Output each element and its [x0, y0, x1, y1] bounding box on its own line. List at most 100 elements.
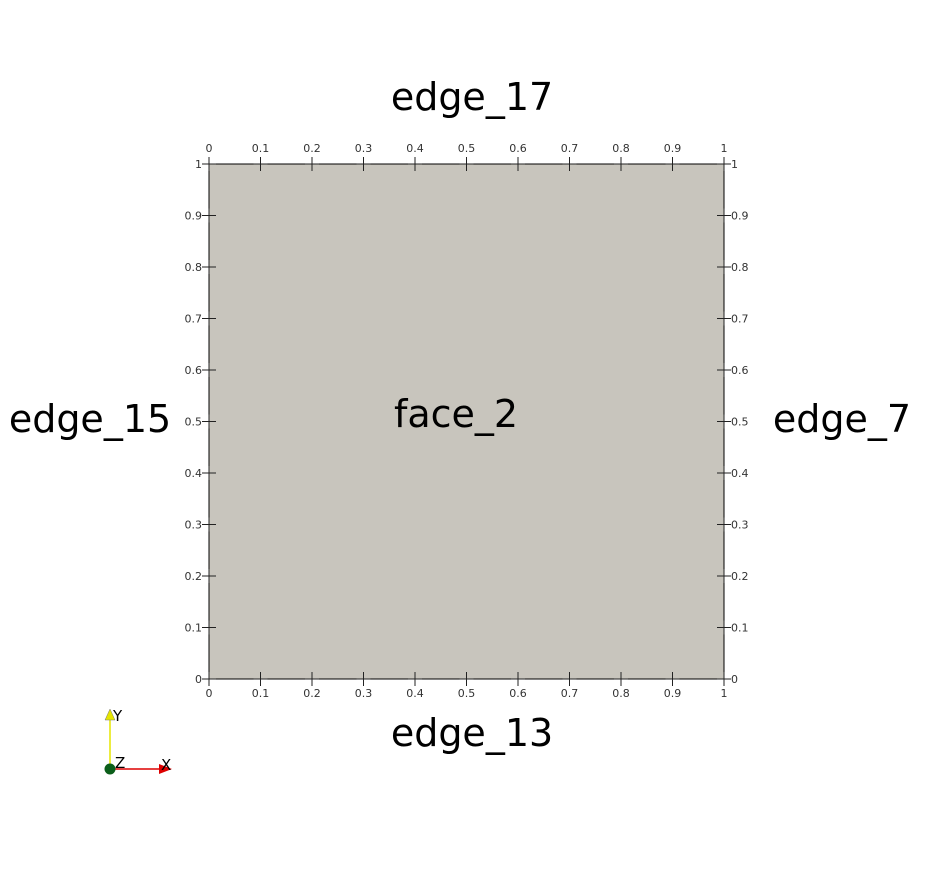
tick-mark-top	[511, 157, 525, 171]
tick-label-right: 0.2	[731, 570, 749, 583]
z-axis-letter: Z	[115, 754, 125, 772]
tick-label-bottom: 0.2	[303, 687, 321, 700]
tick-mark-right	[717, 517, 731, 532]
tick-label-bottom: 0.1	[252, 687, 270, 700]
tick-mark-right	[717, 672, 731, 686]
tick-mark-right	[717, 620, 731, 635]
tick-mark-bottom	[511, 672, 525, 686]
tick-mark-left	[202, 157, 216, 171]
tick-mark-bottom	[665, 672, 680, 686]
tick-label-bottom: 0.8	[612, 687, 630, 700]
tick-mark-top	[665, 157, 680, 171]
tick-label-top: 0.3	[355, 142, 373, 155]
tick-label-right: 0	[731, 673, 738, 686]
tick-label-top: 0.7	[561, 142, 579, 155]
tick-mark-left	[202, 672, 216, 686]
bottom-tick-group: 0 0.1 0.2 0.3 0.4 0.5 0.6 0.7 0.8 0.9 1	[202, 672, 731, 700]
tick-label-bottom: 0	[206, 687, 213, 700]
tick-label-left: 1	[195, 158, 202, 171]
tick-label-left: 0.5	[185, 416, 203, 429]
tick-mark-top	[614, 157, 628, 171]
tick-mark-bottom	[305, 672, 319, 686]
tick-label-bottom: 0.3	[355, 687, 373, 700]
tick-mark-bottom	[614, 672, 628, 686]
tick-mark-left	[202, 311, 216, 326]
tick-mark-top	[356, 157, 371, 171]
tick-mark-top	[305, 157, 319, 171]
tick-label-top: 0.2	[303, 142, 321, 155]
tick-mark-left	[202, 517, 216, 532]
tick-mark-bottom	[562, 672, 577, 686]
tick-label-top: 1	[721, 142, 728, 155]
label-edge-bottom: edge_13	[391, 711, 553, 755]
top-tick-group: 0 0.1 0.2 0.3 0.4 0.5 0.6 0.7 0.8 0.9 1	[202, 142, 731, 171]
z-axis-dot-icon	[104, 763, 116, 775]
tick-label-bottom: 0.5	[458, 687, 476, 700]
label-edge-left: edge_15	[9, 397, 171, 441]
label-edge-right: edge_7	[773, 397, 911, 441]
label-edge-top: edge_17	[391, 75, 553, 119]
tick-mark-left	[202, 208, 216, 223]
tick-label-left: 0.4	[185, 467, 203, 480]
x-axis-arrowhead-icon	[159, 764, 172, 774]
tick-label-right: 0.3	[731, 519, 749, 532]
tick-label-right: 0.4	[731, 467, 749, 480]
tick-mark-top	[459, 157, 474, 171]
tick-mark-left	[202, 569, 216, 583]
tick-mark-right	[717, 414, 731, 429]
y-axis-arrowhead-icon	[104, 708, 116, 721]
tick-label-top: 0	[206, 142, 213, 155]
tick-mark-left	[202, 414, 216, 429]
tick-mark-top	[408, 157, 422, 171]
tick-mark-top	[253, 157, 268, 171]
tick-mark-top	[562, 157, 577, 171]
tick-mark-right	[717, 260, 731, 274]
tick-label-left: 0.2	[185, 570, 203, 583]
left-tick-group: 0 0.1 0.2 0.3 0.4 0.5 0.6 0.7 0.8 0.9 1	[185, 157, 216, 686]
tick-label-top: 0.1	[252, 142, 270, 155]
tick-label-bottom: 0.7	[561, 687, 579, 700]
tick-label-right: 0.1	[731, 622, 749, 635]
tick-label-left: 0.6	[185, 364, 203, 377]
tick-label-right: 0.6	[731, 364, 749, 377]
right-tick-group: 0 0.1 0.2 0.3 0.4 0.5 0.6 0.7 0.8 0.9 1	[717, 157, 749, 686]
tick-mark-right	[717, 157, 731, 171]
tick-label-right: 1	[731, 158, 738, 171]
tick-label-left: 0.7	[185, 313, 203, 326]
tick-mark-bottom	[459, 672, 474, 686]
tick-label-top: 0.6	[509, 142, 527, 155]
tick-label-left: 0.8	[185, 261, 203, 274]
tick-mark-right	[717, 363, 731, 377]
tick-label-bottom: 0.4	[406, 687, 424, 700]
x-axis-letter: X	[161, 756, 171, 774]
tick-label-right: 0.5	[731, 416, 749, 429]
tick-mark-left	[202, 260, 216, 274]
tick-mark-bottom	[408, 672, 422, 686]
tick-label-left: 0.9	[185, 210, 203, 223]
y-axis-letter: Y	[112, 707, 123, 725]
tick-label-top: 0.9	[664, 142, 682, 155]
tick-mark-right	[717, 208, 731, 223]
tick-mark-right	[717, 569, 731, 583]
tick-mark-left	[202, 466, 216, 480]
tick-mark-bottom	[356, 672, 371, 686]
tick-mark-bottom	[253, 672, 268, 686]
tick-label-top: 0.8	[612, 142, 630, 155]
tick-label-bottom: 0.9	[664, 687, 682, 700]
tick-label-top: 0.4	[406, 142, 424, 155]
tick-mark-left	[202, 363, 216, 377]
orientation-axes-triad: Y X Z	[104, 707, 172, 775]
tick-label-top: 0.5	[458, 142, 476, 155]
tick-mark-right	[717, 311, 731, 326]
tick-mark-left	[202, 620, 216, 635]
tick-label-bottom: 1	[721, 687, 728, 700]
tick-mark-right	[717, 466, 731, 480]
tick-label-bottom: 0.6	[509, 687, 527, 700]
tick-label-right: 0.7	[731, 313, 749, 326]
tick-label-right: 0.9	[731, 210, 749, 223]
tick-label-right: 0.8	[731, 261, 749, 274]
face-2-surface[interactable]	[208, 163, 725, 680]
tick-label-left: 0.1	[185, 622, 203, 635]
label-face-center: face_2	[394, 392, 518, 436]
